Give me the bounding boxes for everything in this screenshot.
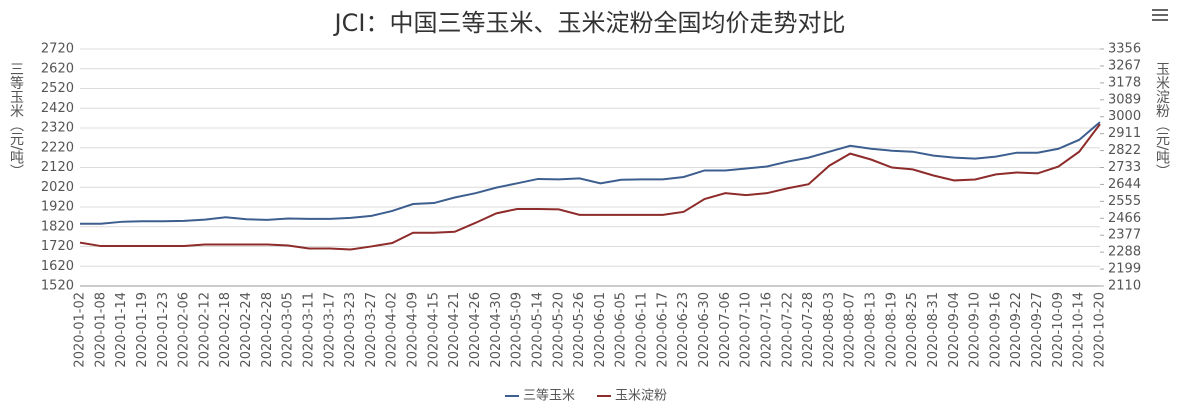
x-tick-label: 2020-07-06 (718, 292, 733, 368)
y2-tick-label: 2733 (1108, 160, 1141, 175)
y2-tick-label: 2199 (1108, 262, 1141, 277)
y2-tick-label: 2288 (1108, 245, 1141, 260)
x-tick-label: 2020-02-06 (177, 292, 192, 368)
y-tick-label: 1720 (41, 239, 74, 254)
series-line (79, 123, 1101, 251)
y-tick-label: 2020 (41, 180, 74, 195)
series-line (80, 121, 1101, 225)
y-tick-label: 2220 (41, 140, 74, 155)
y-tick-label: 2720 (41, 42, 74, 57)
x-tick-label: 2020-05-20 (551, 292, 566, 368)
x-tick-label: 2020-03-05 (281, 292, 296, 368)
y2-tick-label: 3000 (1108, 109, 1141, 124)
x-tick-label: 2020-08-13 (864, 292, 879, 368)
x-tick-label: 2020-09-27 (1030, 292, 1045, 368)
x-tick-label: 2020-10-09 (1051, 292, 1066, 368)
x-tick-label: 2020-07-16 (759, 292, 774, 368)
y-tick-label: 2520 (41, 81, 74, 96)
y-tick-label: 1920 (41, 200, 74, 215)
y-tick-label: 2120 (41, 160, 74, 175)
x-tick-label: 2020-04-21 (447, 292, 462, 368)
x-tick-label: 2020-02-28 (260, 292, 275, 368)
x-tick-label: 2020-06-11 (635, 292, 650, 368)
y-tick-label: 2620 (41, 61, 74, 76)
x-tick-label: 2020-07-28 (801, 292, 816, 368)
y2-tick-label: 2377 (1108, 228, 1141, 243)
x-tick-label: 2020-08-19 (884, 292, 899, 368)
x-tick-label: 2020-05-14 (530, 292, 545, 368)
y2-axis-title: 玉米淀粉（元/吨） (1154, 62, 1170, 179)
x-tick-label: 2020-07-22 (780, 292, 795, 368)
y2-tick-label: 3089 (1108, 92, 1141, 107)
x-tick-label: 2020-01-02 (73, 292, 88, 368)
x-tick-label: 2020-10-14 (1072, 292, 1087, 368)
x-tick-label: 2020-05-09 (510, 292, 525, 368)
y2-tick-label: 2555 (1108, 194, 1141, 209)
chart-title: JCI：中国三等玉米、玉米淀粉全国均价走势对比 (333, 9, 846, 37)
x-tick-label: 2020-04-26 (468, 292, 483, 368)
x-tick-label: 2020-04-30 (489, 292, 504, 368)
x-tick-label: 2020-03-23 (343, 292, 358, 368)
x-tick-label: 2020-04-02 (385, 292, 400, 368)
x-tick-label: 2020-08-07 (843, 292, 858, 368)
y2-tick-label: 2822 (1108, 143, 1141, 158)
y-tick-label: 1820 (41, 219, 74, 234)
y-tick-label: 1520 (41, 279, 74, 294)
y2-tick-label: 3178 (1108, 75, 1141, 90)
x-tick-label: 2020-09-04 (947, 292, 962, 368)
x-tick-label: 2020-06-01 (593, 292, 608, 368)
x-tick-label: 2020-03-17 (322, 292, 337, 368)
x-tick-label: 2020-08-03 (822, 292, 837, 368)
x-tick-label: 2020-06-17 (655, 292, 670, 368)
x-tick-label: 2020-01-14 (114, 292, 129, 368)
y2-tick-label: 2644 (1108, 177, 1141, 192)
x-tick-label: 2020-01-23 (156, 292, 171, 368)
x-tick-label: 2020-04-09 (406, 292, 421, 368)
x-tick-label: 2020-06-05 (614, 292, 629, 368)
x-tick-label: 2020-08-25 (905, 292, 920, 368)
legend-label: 玉米淀粉 (615, 389, 667, 404)
x-tick-label: 2020-02-18 (218, 292, 233, 368)
x-tick-label: 2020-09-10 (968, 292, 983, 368)
menu-icon[interactable] (1152, 9, 1168, 21)
y2-tick-label: 3267 (1108, 58, 1141, 73)
y-tick-label: 1620 (41, 259, 74, 274)
y2-tick-label: 2911 (1108, 126, 1141, 141)
x-tick-label: 2020-02-24 (239, 292, 254, 368)
y-tick-label: 2320 (41, 121, 74, 136)
x-tick-label: 2020-01-19 (135, 292, 150, 368)
x-tick-label: 2020-09-22 (1009, 292, 1024, 368)
y2-tick-label: 2110 (1108, 279, 1141, 294)
x-tick-label: 2020-02-12 (197, 292, 212, 368)
x-tick-label: 2020-03-11 (301, 292, 316, 368)
y-tick-label: 2420 (41, 101, 74, 116)
x-tick-label: 2020-01-08 (93, 292, 108, 368)
x-tick-label: 2020-05-26 (572, 292, 587, 368)
y-axis-title: 三等玉米（元/吨） (8, 62, 24, 179)
y2-tick-label: 2466 (1108, 211, 1141, 226)
x-tick-label: 2020-07-10 (739, 292, 754, 368)
legend-label: 三等玉米 (523, 388, 575, 404)
x-tick-label: 2020-06-23 (676, 292, 691, 368)
x-tick-label: 2020-03-27 (364, 292, 379, 368)
x-tick-label: 2020-10-20 (1093, 292, 1108, 368)
y2-tick-label: 3356 (1108, 42, 1141, 57)
x-tick-label: 2020-09-16 (988, 292, 1003, 368)
x-tick-label: 2020-08-31 (926, 292, 941, 368)
x-tick-label: 2020-04-15 (426, 292, 441, 368)
x-tick-label: 2020-06-30 (697, 292, 712, 368)
